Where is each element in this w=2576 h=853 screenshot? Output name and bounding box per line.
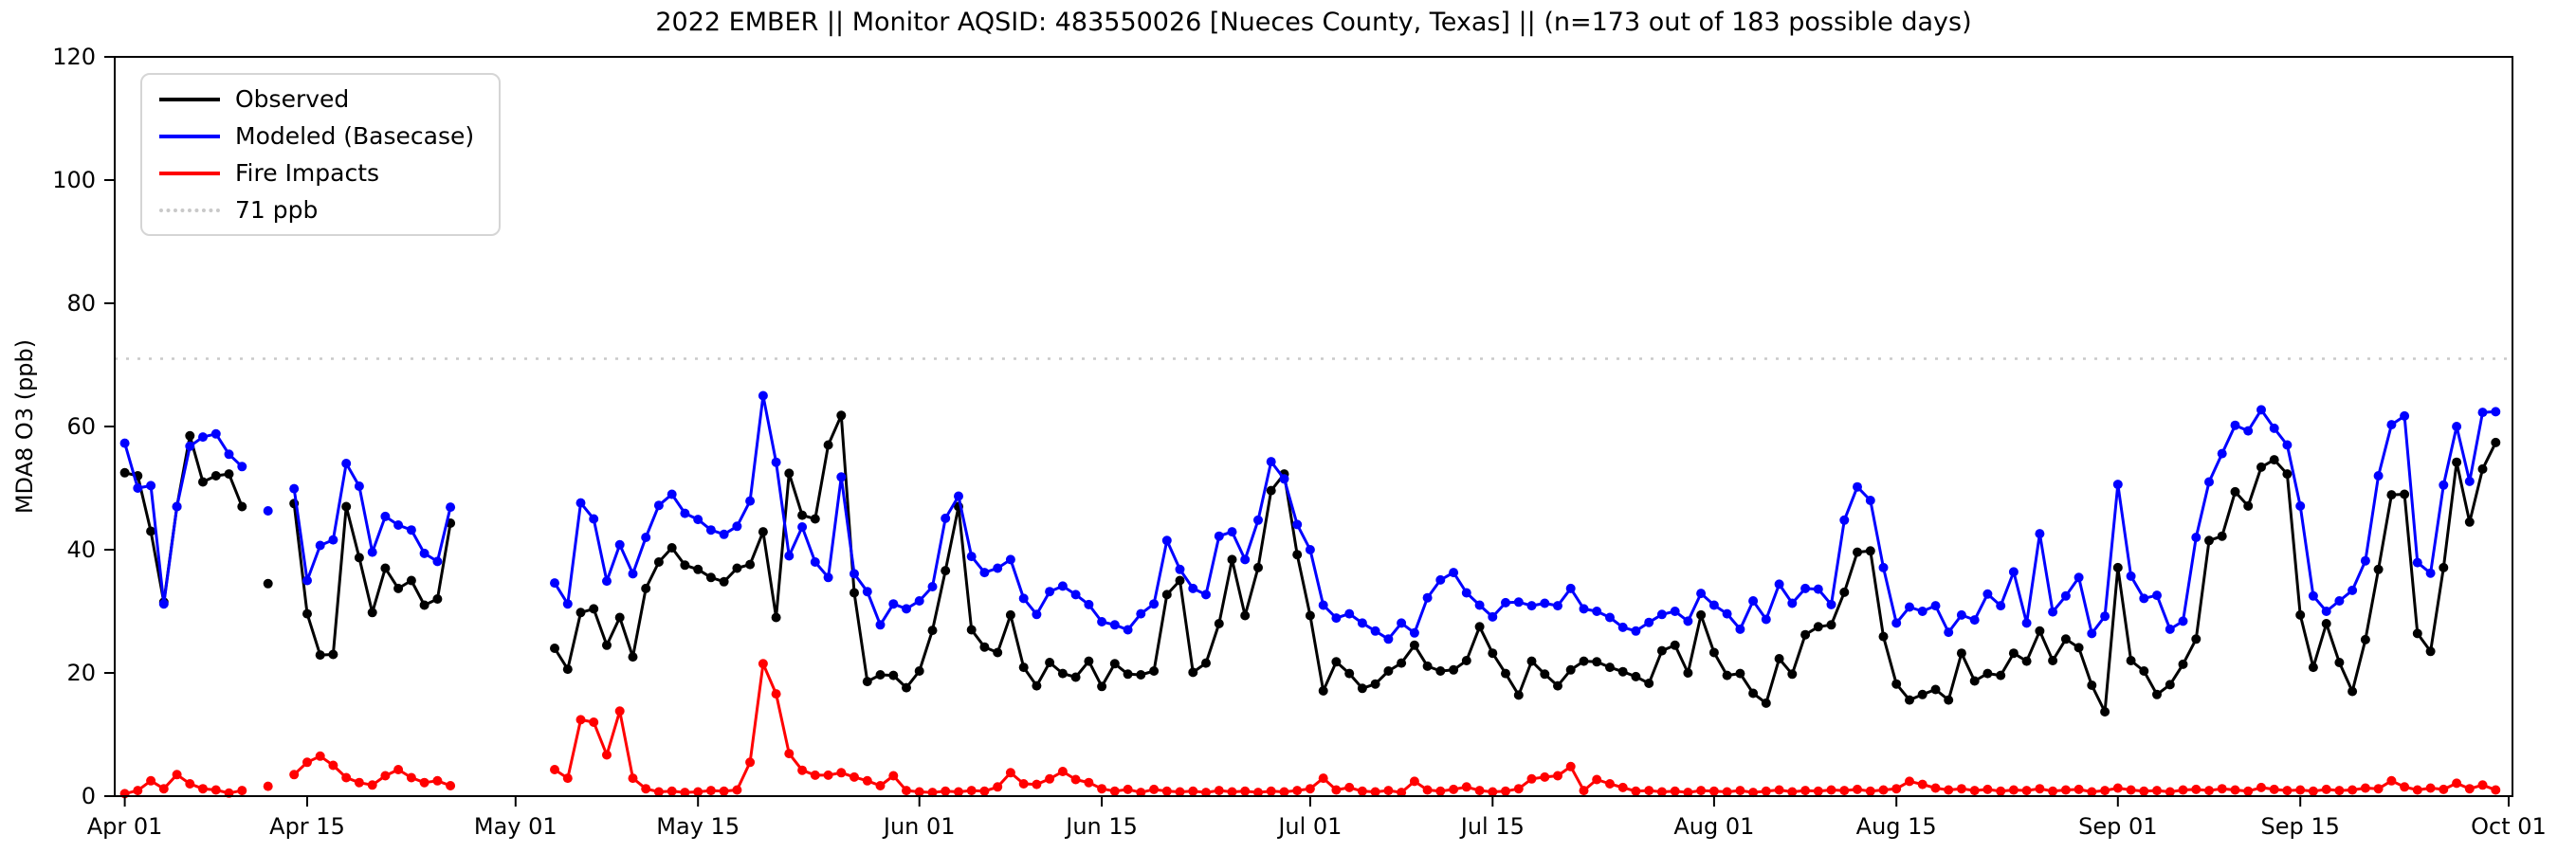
legend-item-modeled: Modeled (Basecase) [159, 122, 499, 150]
modeled-basecase--series [119, 390, 2501, 644]
x-tick-label: Jul 01 [1276, 813, 1342, 840]
x-tick-label: Jun 01 [882, 813, 956, 840]
y-axis-label: MDA8 O3 (ppb) [11, 338, 38, 515]
legend-item-fire: Fire Impacts [159, 159, 499, 187]
legend-label: Modeled (Basecase) [235, 122, 475, 150]
legend-label: 71 ppb [235, 196, 319, 224]
threshold-line-sample-icon [159, 208, 220, 212]
legend-label: Fire Impacts [235, 159, 380, 187]
legend: Observed Modeled (Basecase) Fire Impacts… [140, 73, 501, 236]
x-tick-label: Sep 01 [2078, 813, 2157, 840]
x-tick-label: Aug 01 [1673, 813, 1754, 840]
y-tick-label: 100 [52, 167, 96, 193]
x-tick-label: Jul 15 [1459, 813, 1525, 840]
x-tick-label: May 01 [474, 813, 557, 840]
legend-item-threshold: 71 ppb [159, 196, 499, 224]
x-tick-label: Jun 15 [1064, 813, 1138, 840]
y-tick-label: 120 [52, 44, 96, 70]
fire-line-sample-icon [159, 171, 220, 175]
x-tick-label: May 15 [656, 813, 740, 840]
x-tick-label: Aug 15 [1856, 813, 1937, 840]
x-tick-label: Apr 15 [269, 813, 345, 840]
y-tick-label: 60 [66, 413, 96, 440]
y-tick-label: 40 [66, 536, 96, 563]
x-tick-label: Apr 01 [87, 813, 163, 840]
y-tick-label: 0 [82, 783, 96, 809]
observed-series [119, 410, 2501, 717]
legend-item-observed: Observed [159, 85, 499, 113]
y-tick-label: 20 [66, 660, 96, 686]
legend-label: Observed [235, 85, 350, 113]
observed-line-sample-icon [159, 97, 220, 101]
chart-title: 2022 EMBER || Monitor AQSID: 483550026 [… [655, 8, 1972, 37]
y-tick-label: 80 [66, 290, 96, 317]
fire-impacts-series [119, 659, 2501, 799]
x-tick-label: Oct 01 [2471, 813, 2547, 840]
modeled-line-sample-icon [159, 134, 220, 138]
x-tick-label: Sep 15 [2260, 813, 2339, 840]
